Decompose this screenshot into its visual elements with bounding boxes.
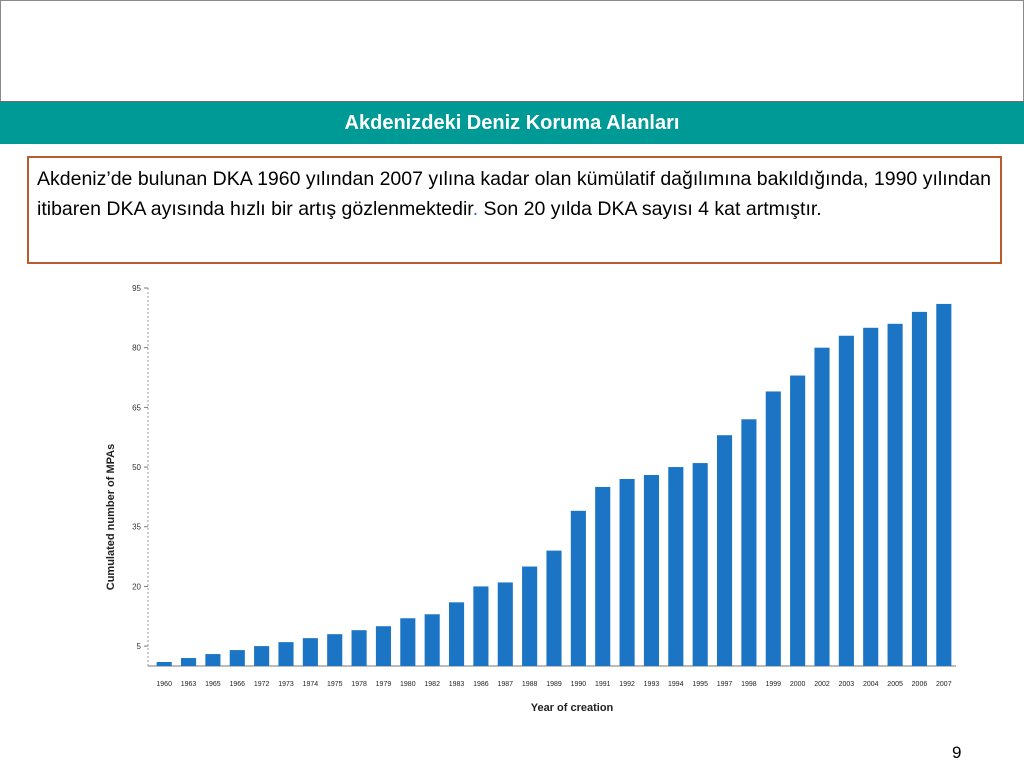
x-tick-label-1990: 1990 [571, 681, 587, 688]
x-tick-label-1979: 1979 [376, 681, 392, 688]
bar-1993 [643, 475, 660, 666]
x-axis-title: Year of creation [531, 702, 614, 714]
x-tick-label-1994: 1994 [668, 681, 684, 688]
bar-2002 [814, 347, 830, 666]
bar-2007 [936, 303, 952, 666]
x-tick-label-1963: 1963 [181, 681, 197, 688]
y-tick-label-5: 5 [137, 642, 142, 651]
bar-1992 [619, 478, 635, 666]
bar-1978 [351, 630, 367, 666]
bar-1986 [473, 586, 489, 666]
x-tick-label-2003: 2003 [839, 681, 855, 688]
bar-1982 [424, 614, 440, 666]
bar-1974 [302, 638, 318, 666]
x-tick-label-1975: 1975 [327, 681, 343, 688]
x-tick-label-1987: 1987 [497, 681, 513, 688]
x-tick-label-1973: 1973 [278, 681, 294, 688]
x-tick-label-1986: 1986 [473, 681, 489, 688]
x-tick-label-1974: 1974 [303, 681, 319, 688]
x-tick-label-1978: 1978 [351, 681, 367, 688]
title-band: Akdenizdeki Deniz Koruma Alanları [0, 101, 1024, 144]
bar-1990 [570, 510, 586, 666]
mpa-bar-chart-svg: 5 20 35 50 65 80 95 1960 1963 1965 1966 1972 1973 197… [105, 284, 956, 714]
bar-1998 [741, 419, 757, 666]
bar-2005 [887, 323, 903, 666]
bar-1983 [448, 602, 465, 666]
x-tick-label-2005: 2005 [887, 681, 903, 688]
x-tick-label-1998: 1998 [741, 681, 757, 688]
bar-1979 [375, 626, 392, 666]
x-tick-label-2004: 2004 [863, 681, 879, 688]
bar-1966 [229, 650, 245, 666]
x-tick-label-2006: 2006 [912, 681, 928, 688]
description-text-tail: Son 20 yılda DKA sayısı 4 kat artmıştır. [478, 198, 822, 220]
x-tick-label-1991: 1991 [595, 681, 611, 688]
bar-1963 [180, 658, 197, 666]
y-axis-title: Cumulated number of MPAs [105, 444, 117, 590]
bar-2000 [790, 375, 806, 666]
description-text-dot: . [472, 198, 479, 220]
y-tick-label-50: 50 [132, 463, 141, 472]
y-tick-label-35: 35 [132, 523, 141, 532]
x-tick-label-1982: 1982 [424, 681, 440, 688]
x-tick-label-2007: 2007 [936, 681, 952, 688]
x-tick-label-1980: 1980 [400, 681, 416, 688]
slide-title: Akdenizdeki Deniz Koruma Alanları [344, 111, 680, 134]
slide-top-frame [0, 0, 1024, 101]
x-tick-label-1966: 1966 [229, 681, 245, 688]
description-text-main: Akdeniz’de bulunan DKA 1960 yılından 200… [37, 168, 991, 220]
bar-1965 [205, 654, 221, 666]
bar-1975 [327, 634, 343, 666]
x-tick-label-1993: 1993 [644, 681, 660, 688]
page-number: 9 [952, 743, 962, 762]
bar-2006 [911, 311, 928, 666]
x-tick-label-1997: 1997 [717, 681, 733, 688]
x-tick-label-1992: 1992 [619, 681, 635, 688]
x-tick-label-1965: 1965 [205, 681, 221, 688]
x-tick-label-1995: 1995 [692, 681, 708, 688]
bar-2003 [838, 335, 854, 666]
bar-1989 [546, 550, 562, 666]
description-box: Akdeniz’de bulunan DKA 1960 yılından 200… [27, 156, 1002, 264]
x-tick-label-1989: 1989 [546, 681, 562, 688]
x-tick-label-1988: 1988 [522, 681, 538, 688]
bar-1991 [595, 486, 611, 666]
x-tick-label-1972: 1972 [254, 681, 270, 688]
y-tick-label-65: 65 [132, 403, 141, 412]
x-tick-label-1983: 1983 [449, 681, 465, 688]
x-tick-label-1999: 1999 [765, 681, 781, 688]
mpa-chart: 5 20 35 50 65 80 95 1960 1963 1965 1966 1972 1973 197… [100, 278, 962, 720]
bar-1973 [278, 642, 294, 666]
x-tick-label-1960: 1960 [156, 681, 172, 688]
y-tick-label-20: 20 [132, 582, 141, 591]
bar-1972 [254, 646, 270, 666]
bar-1997 [716, 435, 733, 666]
bar-1960 [156, 662, 172, 666]
bar-1995 [692, 463, 708, 666]
bar-1994 [668, 467, 684, 666]
bar-1999 [765, 391, 781, 666]
bar-1987 [497, 582, 513, 666]
y-tick-label-80: 80 [132, 344, 141, 353]
bar-1988 [522, 566, 538, 666]
bar-2004 [863, 327, 879, 666]
y-tick-label-95: 95 [132, 284, 141, 293]
x-tick-label-2002: 2002 [814, 681, 830, 688]
bar-1980 [400, 618, 416, 666]
x-tick-label-2000: 2000 [790, 681, 806, 688]
